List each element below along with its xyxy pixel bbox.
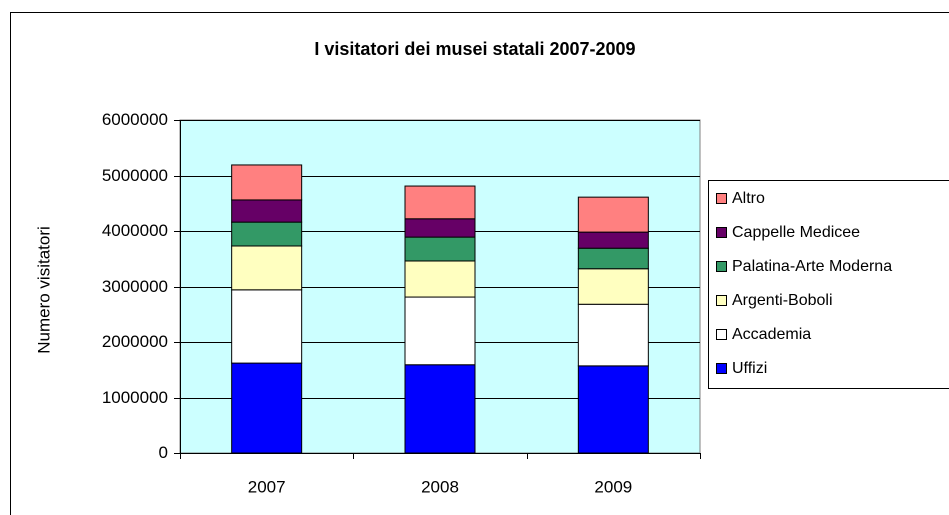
legend-box xyxy=(708,180,949,389)
bar-segment xyxy=(577,268,649,305)
x-tick-label: 2009 xyxy=(594,477,632,496)
y-tick-label: 3000000 xyxy=(102,277,168,296)
legend-label: Accademia xyxy=(732,326,811,343)
bar-segment xyxy=(577,303,649,367)
y-tick-label: 0 xyxy=(159,443,168,462)
bar-segment xyxy=(577,196,649,233)
bar-segment xyxy=(577,231,649,249)
legend-swatch xyxy=(716,227,727,238)
bar-segment xyxy=(577,247,649,270)
y-tick-label: 2000000 xyxy=(102,332,168,351)
legend-label: Altro xyxy=(732,190,765,207)
y-tick-label: 6000000 xyxy=(102,110,168,129)
y-tick-label: 5000000 xyxy=(102,166,168,185)
bar-segment xyxy=(404,364,476,454)
bar-segment xyxy=(404,185,476,220)
legend-label: Cappelle Medicee xyxy=(732,224,860,241)
legend-swatch xyxy=(716,261,727,272)
x-tick-label: 2008 xyxy=(421,477,459,496)
legend-swatch xyxy=(716,329,727,340)
legend-swatch xyxy=(716,363,727,374)
bar-segment xyxy=(577,365,649,454)
legend-swatch xyxy=(716,193,727,204)
bar-segment xyxy=(231,164,303,201)
bar-segment xyxy=(404,296,476,366)
bar-segment xyxy=(404,260,476,298)
legend-swatch xyxy=(716,295,727,306)
legend-label: Palatina-Arte Moderna xyxy=(732,258,892,275)
bar-segment xyxy=(404,236,476,262)
bar-segment xyxy=(231,221,303,247)
chart-title: I visitatori dei musei statali 2007-2009 xyxy=(314,39,635,59)
legend-label: Argenti-Boboli xyxy=(732,292,833,309)
y-tick-label: 1000000 xyxy=(102,388,168,407)
y-tick-label: 4000000 xyxy=(102,221,168,240)
bar-segment xyxy=(231,362,303,454)
bar-segment xyxy=(231,289,303,364)
x-tick-label: 2007 xyxy=(248,477,286,496)
bar-segment xyxy=(404,218,476,238)
legend-label: Uffizi xyxy=(732,360,767,377)
bar-segment xyxy=(231,245,303,291)
y-axis-label: Numero visitatori xyxy=(34,226,53,354)
bar-segment xyxy=(231,199,303,223)
